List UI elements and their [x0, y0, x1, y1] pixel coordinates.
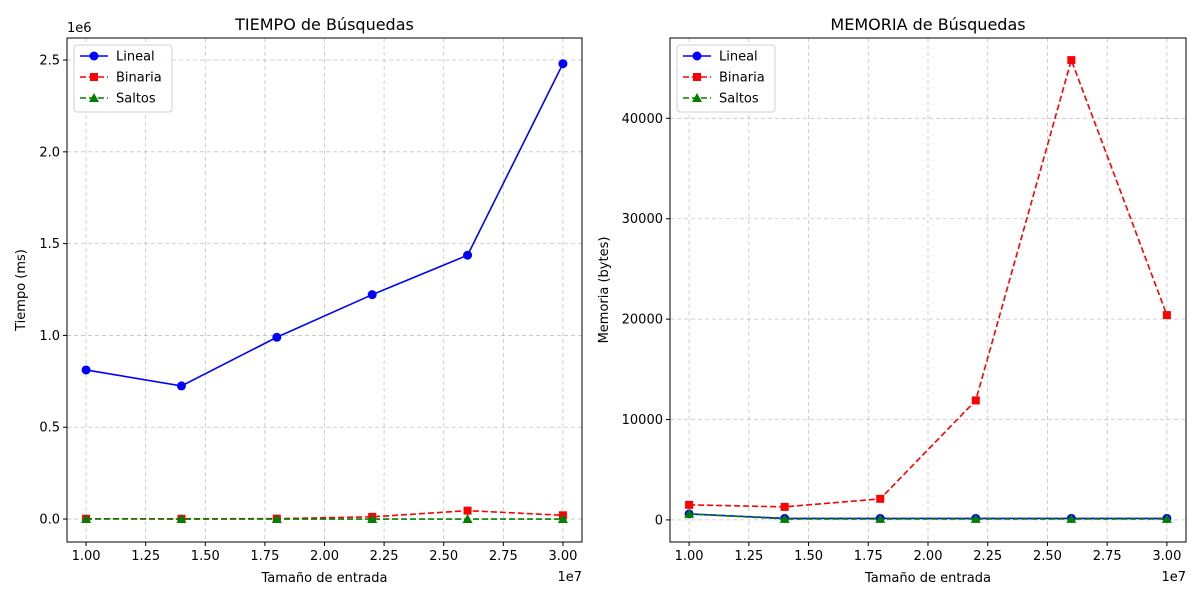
- legend-label: Binaria: [116, 71, 162, 86]
- series-line-saltos: [689, 513, 1167, 520]
- legend-entry-binaria: Binaria: [80, 71, 162, 86]
- grid: [670, 38, 1186, 542]
- legend-label: Saltos: [116, 92, 156, 107]
- x-tick-label: 2.50: [1033, 549, 1062, 564]
- x-offset-label: 1e7: [1161, 570, 1186, 585]
- data-point: [684, 508, 695, 518]
- data-point: [971, 396, 980, 405]
- legend-marker: [693, 73, 701, 81]
- y-tick-label: 0: [655, 513, 663, 528]
- x-tick-label: 1.00: [675, 549, 704, 564]
- legend-marker: [692, 51, 702, 61]
- x-tick-label: 2.00: [914, 549, 943, 564]
- data-point: [1161, 513, 1172, 523]
- data-point: [272, 332, 282, 342]
- x-tick-label: 1.50: [794, 549, 823, 564]
- data-point: [271, 514, 282, 524]
- data-point: [367, 290, 377, 300]
- data-point: [685, 500, 694, 509]
- y-tick-label: 0.5: [39, 421, 60, 436]
- series-line-binaria: [86, 509, 563, 520]
- x-tick-label: 1.00: [72, 549, 101, 564]
- data-point: [367, 514, 378, 524]
- y-offset-label: 1e6: [67, 21, 92, 36]
- data-point: [557, 514, 568, 524]
- data-point: [875, 513, 886, 523]
- legend-label: Binaria: [719, 71, 765, 86]
- data-point: [81, 365, 91, 375]
- data-point: [176, 381, 186, 391]
- data-point: [1067, 56, 1076, 65]
- chart-title: TIEMPO de Búsquedas: [234, 15, 414, 34]
- y-axis-label: Memoria (bytes): [597, 237, 612, 344]
- legend-label: Lineal: [719, 50, 758, 65]
- legend-marker: [692, 93, 702, 102]
- y-tick-label: 2.5: [39, 54, 60, 69]
- legend-entry-saltos: Saltos: [683, 92, 759, 107]
- chart-title: MEMORIA de Búsquedas: [830, 15, 1025, 34]
- data-point: [1066, 513, 1077, 523]
- data-point: [779, 513, 790, 523]
- legend-entry-saltos: Saltos: [80, 92, 156, 107]
- x-axis-label: Tamaño de entrada: [261, 571, 388, 586]
- x-tick-label: 1.50: [191, 549, 220, 564]
- data-point: [780, 502, 789, 511]
- y-tick-label: 2.0: [39, 145, 60, 160]
- x-tick-label: 1.75: [854, 549, 883, 564]
- data-point: [463, 250, 473, 260]
- series-saltos: [684, 508, 1172, 523]
- legend-marker: [89, 93, 99, 102]
- y-tick-label: 1.5: [39, 237, 60, 252]
- legend-marker: [89, 51, 99, 61]
- y-tick-label: 1.0: [39, 329, 60, 344]
- y-tick-label: 40000: [622, 112, 663, 127]
- x-tick-label: 2.75: [1093, 549, 1122, 564]
- y-tick-label: 0.0: [39, 513, 60, 528]
- series-lineal: [81, 59, 568, 391]
- chart-panel-1: 1.00 1.25 1.50 1.75 2.00 2.25 2.50 2.75 3.00 0.0 0…: [14, 15, 583, 586]
- x-tick-label: 2.75: [489, 549, 518, 564]
- x-tick-label: 2.50: [429, 549, 458, 564]
- data-point: [81, 513, 92, 523]
- x-tick-label: 3.00: [548, 549, 577, 564]
- x-tick-label: 1.25: [131, 549, 160, 564]
- legend-label: Lineal: [116, 50, 155, 65]
- x-tick-label: 2.00: [310, 549, 339, 564]
- data-point: [462, 514, 473, 524]
- legend-label: Saltos: [719, 92, 759, 107]
- data-point: [176, 514, 187, 524]
- legend-entry-binaria: Binaria: [683, 71, 765, 86]
- x-axis-label: Tamaño de entrada: [864, 571, 991, 586]
- legend-entry-lineal: Lineal: [683, 50, 758, 65]
- legend-entry-lineal: Lineal: [80, 50, 155, 65]
- legend-box: [73, 44, 173, 113]
- data-point: [876, 494, 885, 503]
- data-point: [970, 513, 981, 523]
- x-tick-label: 2.25: [370, 549, 399, 564]
- y-tick-label: 10000: [622, 413, 663, 428]
- legend: Lineal Binaria Saltos: [676, 44, 776, 113]
- chart-panel-2: 1.00 1.25 1.50 1.75 2.00 2.25 2.50 2.75 3.00 0 100…: [597, 15, 1187, 586]
- data-point: [558, 59, 568, 69]
- y-axis-label: Tiempo (ms): [14, 249, 29, 332]
- x-tick-label: 2.25: [973, 549, 1002, 564]
- series-binaria: [685, 56, 1171, 511]
- legend-marker: [90, 73, 98, 81]
- y-tick-label: 20000: [622, 313, 663, 328]
- legend-box: [676, 44, 776, 113]
- grid: [67, 38, 582, 542]
- series-saltos: [81, 513, 568, 524]
- legend: Lineal Binaria Saltos: [73, 44, 173, 113]
- data-point: [1162, 311, 1171, 320]
- series-line-lineal: [85, 63, 564, 387]
- x-tick-label: 1.75: [250, 549, 279, 564]
- x-offset-label: 1e7: [557, 570, 582, 585]
- x-tick-label: 3.00: [1152, 549, 1181, 564]
- data-point: [463, 506, 472, 515]
- x-tick-label: 1.25: [734, 549, 763, 564]
- y-tick-label: 30000: [622, 212, 663, 227]
